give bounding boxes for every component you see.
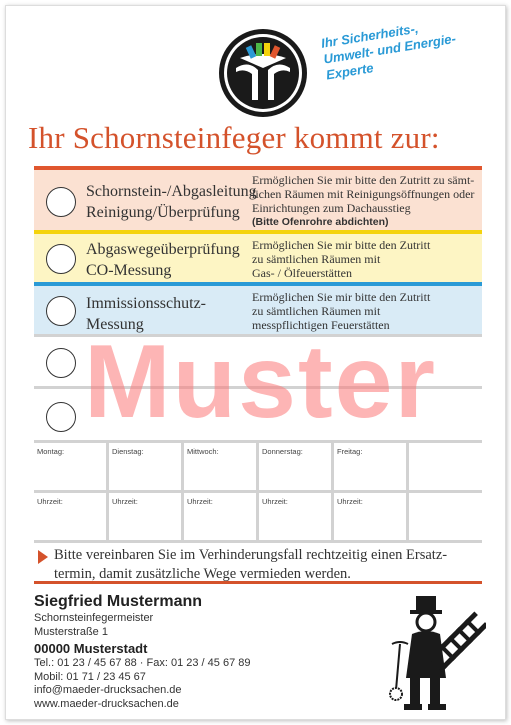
service-checkbox[interactable] (46, 187, 76, 217)
tagline: Ihr Sicherheits-, Umwelt- und Energie- E… (320, 9, 495, 83)
schedule-days-row: Montag: Dienstag: Mittwoch: Donnerstag: … (34, 443, 482, 493)
service-description: Ermöglichen Sie mir bitte den Zutritt zu… (252, 290, 431, 332)
service-title: Immissionsschutz- Messung (86, 295, 206, 333)
contact-name: Siegfried Mustermann (34, 593, 203, 610)
contact-street: Musterstraße 1 (34, 625, 108, 638)
contact-city: 00000 Musterstadt (34, 641, 148, 656)
service-row-blank (34, 386, 482, 436)
service-row-chimney: Schornstein-/Abgasleitung Reinigung/Über… (34, 166, 482, 230)
contact-block: Siegfried Mustermann Schornsteinfegermei… (34, 592, 250, 711)
service-row-blank (34, 334, 482, 386)
time-cell[interactable]: Uhrzeit: (34, 493, 109, 540)
service-description: Ermöglichen Sie mir bitte den Zutritt zu… (252, 238, 431, 280)
service-checkbox[interactable] (46, 402, 76, 432)
day-cell[interactable]: Montag: (34, 443, 109, 490)
day-cell[interactable]: Donnerstag: (259, 443, 334, 490)
service-row-exhaust: Abgaswegeüberprüfung CO-Messung Ermöglic… (34, 230, 482, 282)
headline: Ihr Schornsteinfeger kommt zur: (28, 120, 440, 155)
time-cell[interactable] (409, 493, 482, 540)
time-cell[interactable]: Uhrzeit: (334, 493, 409, 540)
service-checkbox[interactable] (46, 244, 76, 274)
chimney-sweep-icon (389, 596, 486, 710)
notice-text: Bitte vereinbaren Sie im Verhinderungsfa… (54, 547, 448, 582)
day-cell[interactable]: Dienstag: (109, 443, 184, 490)
schedule-grid: Montag: Dienstag: Mittwoch: Donnerstag: … (34, 440, 482, 543)
service-title: Schornstein-/Abgasleitung Reinigung/Über… (86, 183, 257, 221)
schedule-times-row: Uhrzeit: Uhrzeit: Uhrzeit: Uhrzeit: Uhrz… (34, 493, 482, 543)
time-cell[interactable]: Uhrzeit: (109, 493, 184, 540)
service-row-emission: Immissionsschutz- Messung Ermöglichen Si… (34, 282, 482, 334)
day-cell[interactable] (409, 443, 482, 490)
service-note: (Bitte Ofenrohre abdichten) (252, 216, 389, 228)
service-title: Abgaswegeüberprüfung CO-Messung (86, 241, 240, 279)
service-checkbox[interactable] (46, 296, 76, 326)
day-cell[interactable]: Freitag: (334, 443, 409, 490)
arrow-right-icon (38, 550, 48, 564)
reschedule-notice: Bitte vereinbaren Sie im Verhinderungsfa… (34, 544, 482, 584)
contact-phone: Tel.: 01 23 / 45 67 88 · Fax: 01 23 / 45… (34, 657, 251, 669)
day-cell[interactable]: Mittwoch: (184, 443, 259, 490)
appointment-card: Ihr Sicherheits-, Umwelt- und Energie- E… (5, 5, 506, 720)
time-cell[interactable]: Uhrzeit: (259, 493, 334, 540)
contact-mobile: Mobil: 01 71 / 23 45 67 (34, 670, 146, 683)
contact-role: Schornsteinfegermeister (34, 612, 154, 624)
time-cell[interactable]: Uhrzeit: (184, 493, 259, 540)
service-checkbox[interactable] (46, 348, 76, 378)
service-description: Ermöglichen Sie mir bitte den Zutritt zu… (252, 173, 475, 228)
guild-logo-icon (219, 29, 307, 117)
contact-web[interactable]: www.maeder-drucksachen.de (34, 697, 179, 710)
contact-email[interactable]: info@maeder-drucksachen.de (34, 684, 182, 696)
